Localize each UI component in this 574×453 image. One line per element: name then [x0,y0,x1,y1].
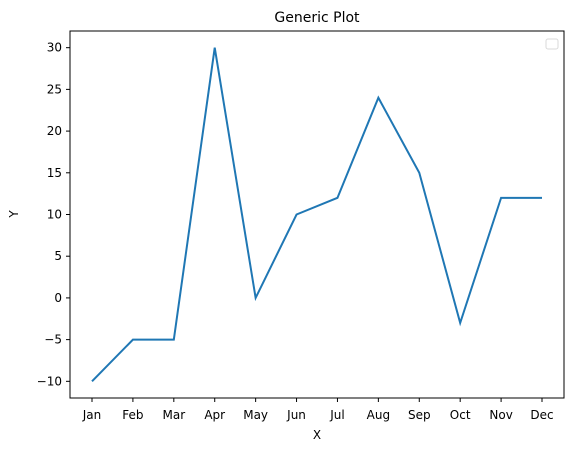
y-tick-label: 0 [54,291,62,305]
x-tick-label: Feb [122,408,143,422]
x-tick-label: Apr [204,408,225,422]
x-tick-label: Oct [450,408,471,422]
x-tick-label: Jun [286,408,306,422]
x-tick-label: Sep [408,408,431,422]
y-tick-label: 30 [47,41,62,55]
x-tick-label: Nov [489,408,512,422]
y-tick-label: −5 [44,333,62,347]
chart-title: Generic Plot [274,10,360,26]
x-ticks: Jan Feb Mar Apr May Jun Jul Aug Sep Oct Nov Dec [82,398,554,422]
y-tick-label: 25 [47,82,62,96]
y-axis-label: Y [7,210,21,219]
y-tick-label: 10 [47,208,62,222]
series-group [91,47,542,383]
y-tick-label: 20 [47,124,62,138]
legend-box [545,38,559,50]
x-tick-label: May [243,408,268,422]
y-tick-label: 5 [54,249,62,263]
plot-area [70,31,564,398]
x-tick-label: Jul [329,408,344,422]
x-tick-label: Mar [162,408,185,422]
y-ticks: −10 −5 0 5 10 15 20 25 30 [37,41,70,388]
x-tick-label: Dec [530,408,553,422]
x-axis-label: X [313,428,321,442]
y-tick-label: 15 [47,166,62,180]
series-line [91,47,542,383]
y-tick-label: −10 [37,374,62,388]
axes-group: −10 −5 0 5 10 15 20 25 30 Jan Feb Mar Apr May Jun Jul A… [37,30,565,422]
x-tick-label: Aug [367,408,390,422]
plot-frame [69,30,565,399]
x-tick-label: Jan [82,408,102,422]
